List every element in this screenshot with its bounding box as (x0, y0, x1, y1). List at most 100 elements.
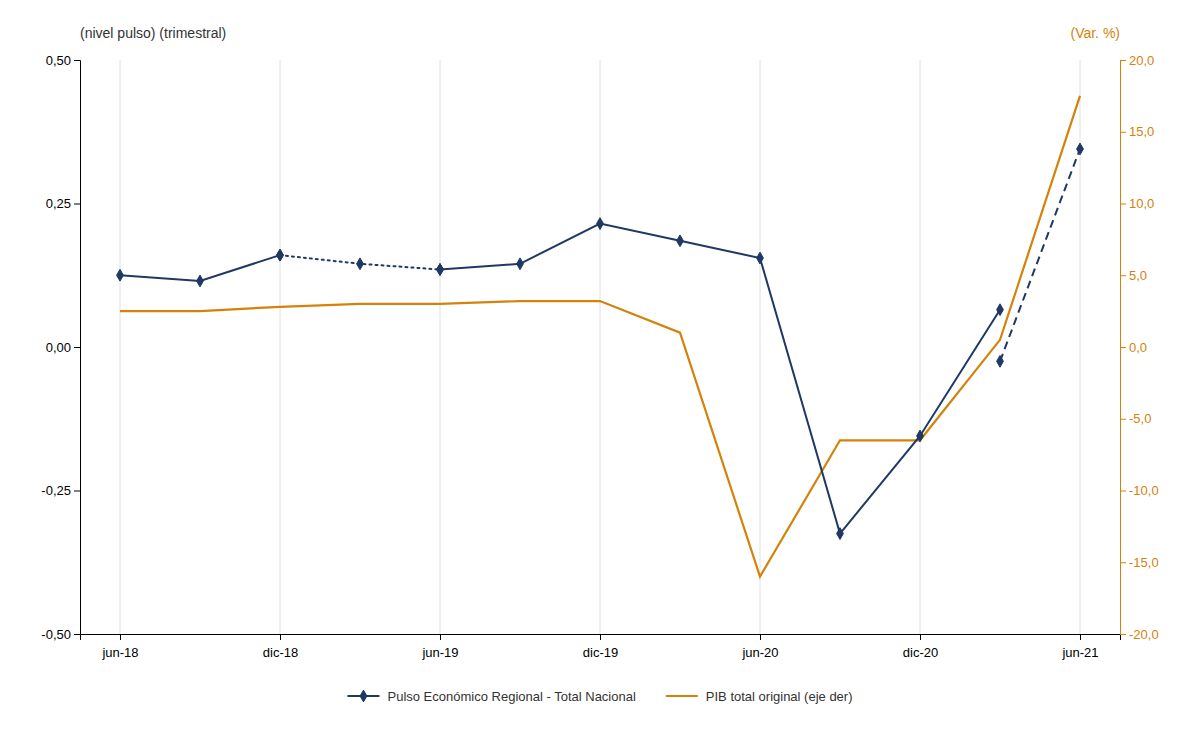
plot: jun-18 dic-18 jun-19 dic-19 jun-20 dic-20 jun-… (41, 53, 1158, 661)
tick-mark (1120, 132, 1126, 133)
legend-label: PIB total original (eje der) (706, 689, 853, 704)
series (117, 218, 1004, 540)
marker (597, 218, 604, 230)
grid-line (440, 60, 441, 634)
tick-label: dic-19 (583, 645, 618, 660)
tick-mark (280, 634, 281, 640)
marker (117, 269, 124, 281)
tick-label: -5,0 (1129, 411, 1151, 426)
y2-axis-title: (Var. %) (1070, 25, 1120, 41)
y2-axis: -20,0-15,0-10,0-5,00,05,010,015,020,0 (1120, 53, 1159, 642)
tick-label: -10,0 (1129, 483, 1159, 498)
tick-label: 15,0 (1129, 124, 1154, 139)
line (120, 96, 1080, 577)
marker (197, 275, 204, 287)
y-axis: -0,50 -0,25 0,00 0,25 0,50 (41, 53, 80, 642)
y-tick: -0,50 (41, 627, 80, 642)
marker (277, 249, 284, 261)
tick-label: dic-20 (903, 645, 938, 660)
tick-mark (1120, 634, 1126, 635)
y2-tick: -20,0 (1120, 627, 1159, 642)
legend-item: Pulso Económico Regional - Total Naciona… (347, 689, 635, 704)
marker (997, 355, 1004, 367)
tick-label: 0,00 (46, 340, 71, 355)
marker (517, 258, 524, 270)
marker (437, 264, 444, 276)
tick-mark (74, 634, 80, 635)
line (1000, 149, 1080, 361)
tick-mark (74, 347, 80, 348)
tick-mark (920, 634, 921, 640)
marker (357, 258, 364, 270)
tick-mark (1120, 275, 1126, 276)
marker (757, 252, 764, 264)
y2-tick: 15,0 (1120, 124, 1154, 139)
legend-marker (360, 690, 367, 702)
x-tick: jun-18 (101, 634, 138, 660)
marks (117, 96, 1084, 577)
tick-mark (1120, 204, 1126, 205)
axis-line (74, 61, 81, 635)
tick-label: jun-19 (421, 645, 458, 660)
marker (677, 235, 684, 247)
axis-line (1121, 61, 1127, 635)
line (120, 224, 1000, 534)
x-tick: jun-20 (741, 634, 778, 660)
tick-mark (1120, 562, 1126, 563)
marker (837, 528, 844, 540)
x-tick: jun-21 (1061, 634, 1098, 660)
tick-mark (760, 634, 761, 640)
tick-label: -0,50 (41, 627, 71, 642)
tick-mark (1120, 347, 1126, 348)
tick-mark (74, 204, 80, 205)
x-tick: jun-19 (421, 634, 458, 660)
grid-line (280, 60, 281, 634)
series (120, 96, 1080, 577)
tick-mark (74, 491, 80, 492)
marker (277, 249, 284, 261)
tick-mark (120, 634, 121, 640)
grid (120, 60, 1080, 634)
tick-label: 5,0 (1129, 268, 1147, 283)
tick-label: 0,50 (46, 53, 71, 68)
tick-label: -0,25 (41, 483, 71, 498)
y2-tick: 5,0 (1120, 268, 1147, 283)
marker (437, 264, 444, 276)
x-tick: dic-18 (263, 634, 298, 660)
grid-line (920, 60, 921, 634)
tick-label: 0,0 (1129, 340, 1147, 355)
marker (1077, 143, 1084, 155)
marker (997, 304, 1004, 316)
x-axis: jun-18 dic-18 jun-19 dic-19 jun-20 dic-20 jun-… (81, 634, 1121, 660)
y2-tick: -10,0 (1120, 483, 1159, 498)
legend-swatch (666, 695, 698, 697)
chart: jun-18 dic-18 jun-19 dic-19 jun-20 dic-20 jun-… (0, 0, 1200, 734)
axis-line (81, 635, 1121, 641)
grid-line (600, 60, 601, 634)
grid-line (120, 60, 121, 634)
tick-label: 20,0 (1129, 53, 1154, 68)
tick-label: jun-20 (741, 645, 778, 660)
line (280, 255, 440, 269)
legend-label: Pulso Económico Regional - Total Naciona… (387, 689, 635, 704)
y2-tick: 20,0 (1120, 53, 1154, 68)
tick-label: -20,0 (1129, 627, 1159, 642)
x-tick: dic-19 (583, 634, 618, 660)
marker (917, 430, 924, 442)
tick-mark (1080, 634, 1081, 640)
y2-tick: -15,0 (1120, 555, 1159, 570)
tick-mark (1120, 419, 1126, 420)
tick-mark (440, 634, 441, 640)
tick-mark (600, 634, 601, 640)
tick-mark (1120, 491, 1126, 492)
y2-tick: -5,0 (1120, 411, 1151, 426)
y-tick: 0,25 (46, 196, 80, 211)
tick-mark (74, 60, 80, 61)
legend: Pulso Económico Regional - Total Naciona… (347, 689, 852, 704)
tick-label: -15,0 (1129, 555, 1159, 570)
tick-label: jun-18 (101, 645, 138, 660)
tick-label: dic-18 (263, 645, 298, 660)
y-tick: 0,50 (46, 53, 80, 68)
series (997, 143, 1084, 367)
y-tick: -0,25 (41, 483, 80, 498)
